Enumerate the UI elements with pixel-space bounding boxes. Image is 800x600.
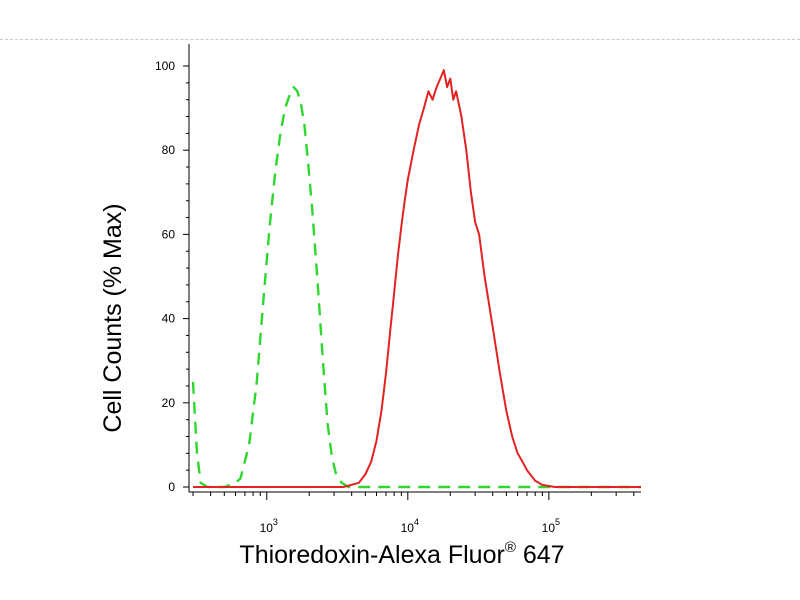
- x-axis-title-superscript: ®: [505, 539, 516, 556]
- x-tick-label: 104: [401, 517, 419, 535]
- x-tick-label-exponent: 5: [555, 517, 560, 527]
- x-tick-label-exponent: 4: [414, 517, 419, 527]
- x-tick-label-exponent: 3: [273, 517, 278, 527]
- x-tick-label-base: 10: [401, 521, 415, 535]
- y-tick-label: 20: [162, 396, 176, 410]
- x-tick-label: 103: [260, 517, 278, 535]
- series-layer: [191, 69, 641, 489]
- histogram-line-control: [191, 85, 641, 489]
- x-axis-title-main: Thioredoxin-Alexa Fluor: [239, 541, 504, 569]
- y-tick-label: 100: [155, 59, 175, 73]
- y-tick-label: 60: [162, 227, 176, 241]
- x-axis-title-suffix: 647: [516, 541, 565, 569]
- top-divider: [0, 39, 800, 40]
- y-axis-title: Cell Counts (% Max): [99, 203, 127, 432]
- histogram-line-sample: [193, 69, 641, 488]
- x-tick-label: 105: [542, 517, 560, 535]
- y-tick-label: 80: [162, 143, 176, 157]
- y-axis-ticks: 0 20 40 60 80 100: [155, 59, 189, 494]
- x-axis-title: Thioredoxin-Alexa Fluor® 647: [239, 539, 564, 569]
- y-tick-label: 0: [168, 480, 175, 494]
- x-tick-label-base: 10: [542, 521, 556, 535]
- y-tick-label: 40: [162, 312, 176, 326]
- x-tick-label-base: 10: [260, 521, 274, 535]
- x-axis-ticks: 103 104 105: [192, 492, 635, 535]
